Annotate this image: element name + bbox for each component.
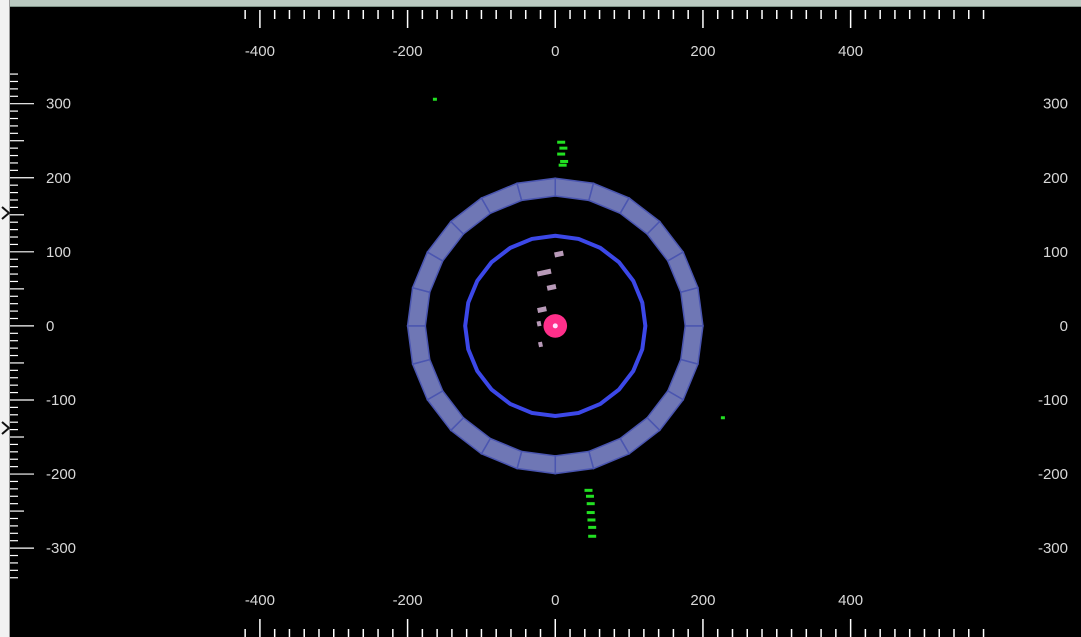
muon-hit: [588, 534, 597, 538]
y-tick-label: 100: [1043, 244, 1068, 261]
x-tick-label: 400: [838, 43, 863, 60]
outer-ring-segment: [516, 177, 557, 202]
muon-hit: [559, 146, 568, 150]
muon-hit: [720, 416, 725, 420]
y-tick-label: -100: [46, 392, 76, 409]
outer-ring-segment: [516, 450, 557, 475]
muon-hit: [557, 140, 566, 144]
outer-ring-segment: [554, 177, 595, 202]
x-axis-top-labels: -400 -200 0 200 400: [245, 43, 863, 60]
track-hit: [538, 341, 543, 348]
outer-ring-segment: [411, 358, 444, 401]
y-tick-label: -200: [46, 466, 76, 483]
outer-ring-segment: [666, 250, 699, 294]
muon-hit: [585, 494, 594, 498]
primary-vertex[interactable]: [543, 314, 568, 338]
x-tick-label: 200: [690, 592, 715, 609]
x-tick-label: -400: [245, 592, 275, 609]
chevron-right-icon[interactable]: [1, 206, 11, 220]
y-tick-label: 200: [46, 170, 71, 187]
track-hit: [554, 250, 564, 258]
x-tick-label: -400: [245, 43, 275, 60]
muon-hit: [586, 511, 595, 515]
x-tick-label: 400: [838, 592, 863, 609]
y-tick-label: 0: [46, 318, 54, 335]
y-tick-label: -300: [46, 540, 76, 557]
y-axis-right-labels: 300 200 100 0 -100 -200 -300: [1038, 96, 1068, 557]
outer-ring-segment: [406, 325, 431, 366]
track-hit: [536, 320, 542, 327]
track-hits: [536, 250, 564, 348]
x-tick-label: -200: [393, 43, 423, 60]
y-tick-label: 300: [1043, 96, 1068, 113]
muon-hits: [432, 97, 725, 538]
y-tick-label: 300: [46, 96, 71, 113]
outer-ring-segment: [554, 450, 595, 475]
muon-hit: [558, 163, 567, 167]
muon-hit: [560, 159, 569, 163]
x-tick-label: 0: [551, 592, 559, 609]
muon-hit: [432, 97, 437, 101]
x-axis-bottom-labels: -400 -200 0 200 400: [245, 592, 863, 609]
chevron-right-icon[interactable]: [1, 421, 11, 435]
outer-ring-segment: [679, 325, 704, 366]
outer-detector-ring[interactable]: [406, 177, 704, 475]
x-tick-label: 0: [551, 43, 559, 60]
y-tick-label: -100: [1038, 392, 1068, 409]
y-axis-left-ruler: [10, 73, 34, 579]
x-axis-top-ruler: [244, 10, 985, 28]
outer-ring-segment: [480, 182, 523, 215]
left-marker-arrows[interactable]: [1, 206, 11, 435]
track-hit: [537, 306, 547, 313]
outer-ring-segment: [679, 286, 704, 327]
vertex-core: [552, 323, 558, 329]
x-axis-bottom-ruler: [244, 619, 985, 637]
muon-hit: [586, 502, 595, 506]
outer-ring-segment: [588, 437, 631, 470]
track-hit: [536, 268, 552, 277]
y-tick-label: 100: [46, 244, 71, 261]
window-top-frame: [0, 0, 1081, 7]
window-left-frame[interactable]: [0, 0, 10, 637]
muon-hit: [557, 152, 566, 156]
muon-hit: [587, 518, 596, 522]
outer-ring-segment: [406, 286, 431, 327]
muon-hit: [584, 488, 593, 492]
y-axis-left-labels: 300 200 100 0 -100 -200 -300: [46, 96, 76, 557]
y-tick-label: -200: [1038, 466, 1068, 483]
y-tick-label: 200: [1043, 170, 1068, 187]
inner-detector-ring[interactable]: [463, 233, 648, 419]
y-tick-label: 0: [1060, 318, 1068, 335]
track-hit: [546, 284, 557, 291]
muon-hit: [588, 525, 597, 529]
y-tick-label: -300: [1038, 540, 1068, 557]
x-tick-label: -200: [393, 592, 423, 609]
x-tick-label: 200: [690, 43, 715, 60]
